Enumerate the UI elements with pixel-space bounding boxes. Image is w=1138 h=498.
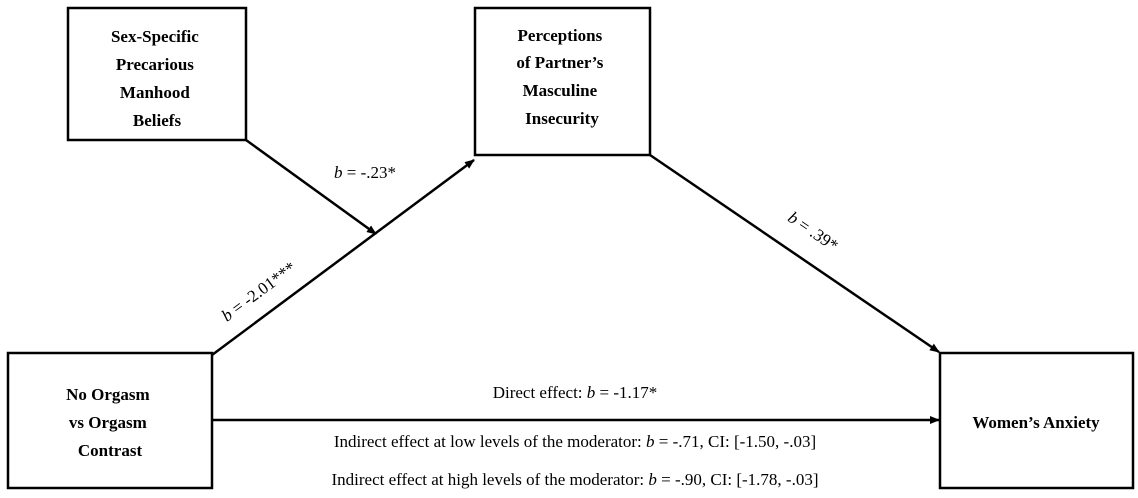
text: = -.71, CI: [-1.50, -.03] (659, 432, 816, 451)
node-box (938, 351, 1135, 490)
text: = .39* (795, 215, 842, 255)
text: Sex-Specific (111, 27, 199, 46)
node-label: Sex-Specific Precarious Manhood Beliefs (111, 27, 203, 130)
text: b (648, 470, 657, 489)
edge-label: b = -.23* (334, 163, 396, 182)
node-label: Perceptions of Partner’s Masculine Insec… (516, 26, 607, 128)
text: Contrast (78, 441, 143, 460)
text: = -.23* (347, 163, 396, 182)
text: Women’s Anxiety (972, 413, 1100, 432)
edge-label: b = .39* (784, 208, 841, 255)
edge-label: b = -2.01*** (218, 258, 300, 325)
text: of Partner’s (516, 53, 603, 72)
text: No Orgasm (66, 385, 150, 404)
text: Direct effect: (493, 383, 583, 402)
edge-label: Direct effect: b = -1.17* (493, 383, 658, 402)
text: b (646, 432, 655, 451)
text: Indirect effect at high levels of the mo… (331, 470, 644, 489)
text: b (334, 163, 343, 182)
node-box (473, 6, 652, 157)
node-label: Women’s Anxiety (972, 413, 1100, 432)
text: Indirect effect at low levels of the mod… (334, 432, 642, 451)
arrow (211, 158, 475, 357)
text: Perceptions (518, 26, 603, 45)
text: = -1.17* (600, 383, 658, 402)
text: Insecurity (525, 109, 599, 128)
text: vs Orgasm (69, 413, 147, 432)
text: Manhood (120, 83, 190, 102)
node-label: No Orgasm vs Orgasm Contrast (66, 385, 154, 460)
node-box (66, 6, 248, 142)
text: Masculine (523, 81, 598, 100)
arrow (649, 153, 940, 354)
text: Precarious (116, 55, 194, 74)
text: = -2.01*** (228, 258, 299, 318)
indirect-effect: Indirect effect at high levels of the mo… (331, 470, 818, 489)
text: Beliefs (133, 111, 182, 130)
arrow (245, 138, 377, 236)
text: = -.90, CI: [-1.78, -.03] (661, 470, 818, 489)
indirect-effect: Indirect effect at low levels of the mod… (334, 432, 816, 451)
node-box (6, 351, 214, 490)
text: b (587, 383, 596, 402)
